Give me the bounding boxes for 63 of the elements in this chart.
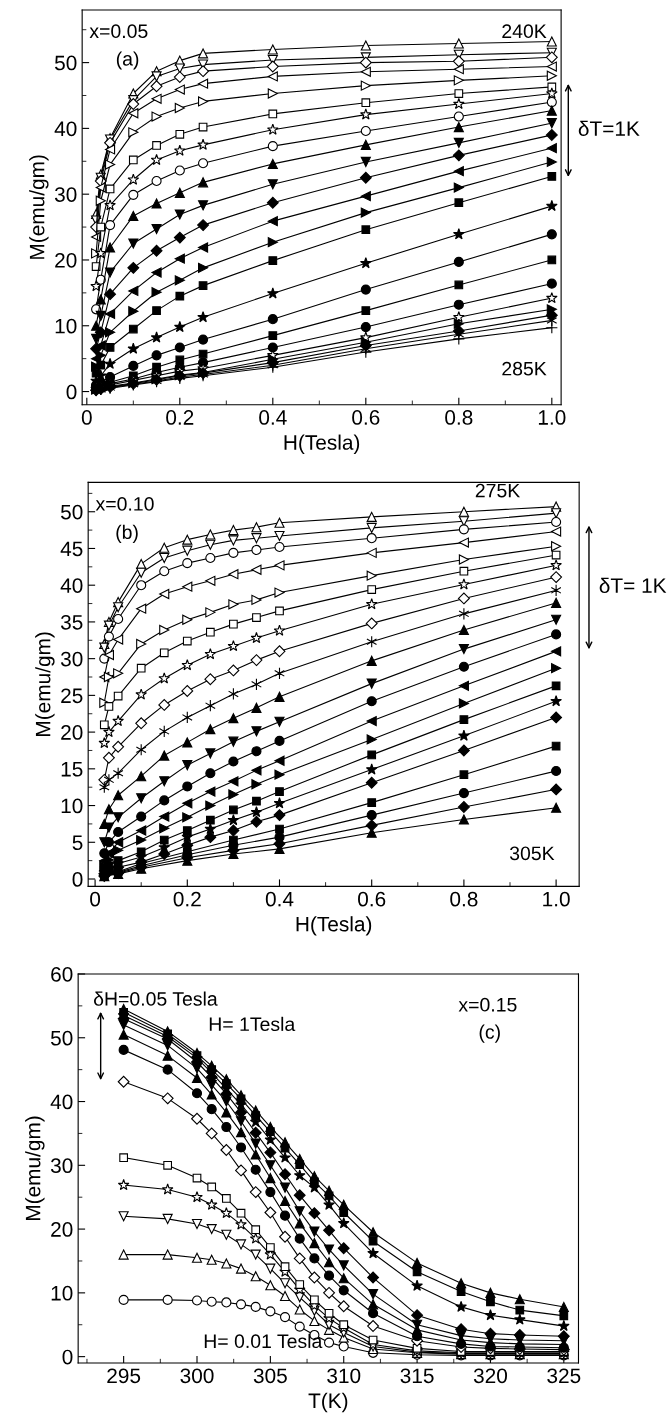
y-tick-label: 20 (51, 1222, 73, 1237)
annotation: (c) (479, 1024, 500, 1043)
annotation: x=0.10 (95, 497, 154, 511)
y-tick-label: 50 (54, 55, 77, 71)
annotation: 285K (502, 361, 547, 376)
y-tick-label: 40 (60, 578, 83, 593)
y-axis-title: M(emu/gm) (35, 632, 55, 736)
x-tick-label: 295 (107, 1368, 141, 1384)
y-tick-label: 20 (61, 725, 83, 740)
x-tick-label: 0.2 (173, 891, 201, 907)
y-axis-title: M(emu/gm) (25, 1116, 45, 1221)
x-tick-label: 0 (90, 891, 101, 907)
x-tick-label: 0.6 (352, 410, 380, 425)
text: δT= 1K (599, 577, 667, 593)
annotation: 240K (502, 24, 547, 39)
y-tick-label: 30 (50, 1158, 73, 1174)
x-tick-label: 0.2 (166, 410, 194, 425)
annotation: 275K (475, 483, 521, 498)
y-tick-label: 40 (50, 1094, 73, 1110)
x-axis-title: H(Tesla) (284, 434, 360, 454)
x-tick-label: 320 (473, 1368, 508, 1384)
x-tick-label: 310 (327, 1368, 361, 1384)
y-axis-title: M(emu/gm) (29, 155, 49, 259)
y-tick-label: 50 (60, 504, 83, 520)
x-tick-label: 305 (253, 1368, 287, 1384)
x-tick-label: 0.4 (265, 891, 294, 907)
y-tick-label: 25 (61, 688, 83, 704)
y-tick-label: 0 (66, 384, 77, 400)
y-tick-label: 10 (55, 318, 77, 334)
annotation: (b) (116, 524, 138, 543)
y-tick-label: 5 (72, 835, 83, 851)
x-tick-label: 0.8 (450, 891, 478, 907)
y-tick-label: 30 (54, 187, 77, 202)
x-axis-title: T(K) (308, 1392, 348, 1413)
y-tick-label: 50 (50, 1030, 73, 1046)
x-tick-label: 0.6 (358, 891, 386, 907)
x-tick-label: 315 (400, 1368, 434, 1384)
x-tick-label: 0.4 (259, 410, 287, 425)
y-tick-label: 40 (54, 121, 77, 137)
annotation: (a) (116, 51, 139, 70)
x-tick-label: 300 (180, 1368, 214, 1384)
annotation: δH=0.05 Tesla (93, 991, 218, 1006)
annotation: H= 0.01 Tesla (204, 1333, 323, 1349)
y-tick-label: 60 (51, 966, 73, 982)
y-tick-label: 30 (60, 651, 83, 667)
x-tick-label: 1.0 (543, 891, 570, 907)
x-axis-title: H(Tesla) (296, 916, 372, 936)
y-tick-label: 0 (62, 1349, 73, 1365)
y-tick-label: 20 (55, 252, 77, 268)
x-tick-label: 0.8 (445, 410, 473, 425)
y-tick-label: 10 (61, 798, 83, 814)
y-tick-label: 15 (61, 762, 83, 777)
annotation: x=0.15 (458, 997, 517, 1012)
text: δT=1K (578, 120, 640, 136)
x-tick-label: 325 (547, 1368, 581, 1384)
annotation: H= 1Tesla (209, 1016, 296, 1032)
y-tick-label: 45 (60, 541, 83, 557)
y-tick-label: 10 (51, 1285, 73, 1301)
annotation: 305K (509, 846, 555, 861)
y-tick-label: 0 (72, 872, 83, 887)
x-tick-label: 1.0 (538, 410, 566, 425)
y-tick-label: 35 (60, 614, 83, 630)
annotation: x=0.05 (89, 24, 148, 39)
